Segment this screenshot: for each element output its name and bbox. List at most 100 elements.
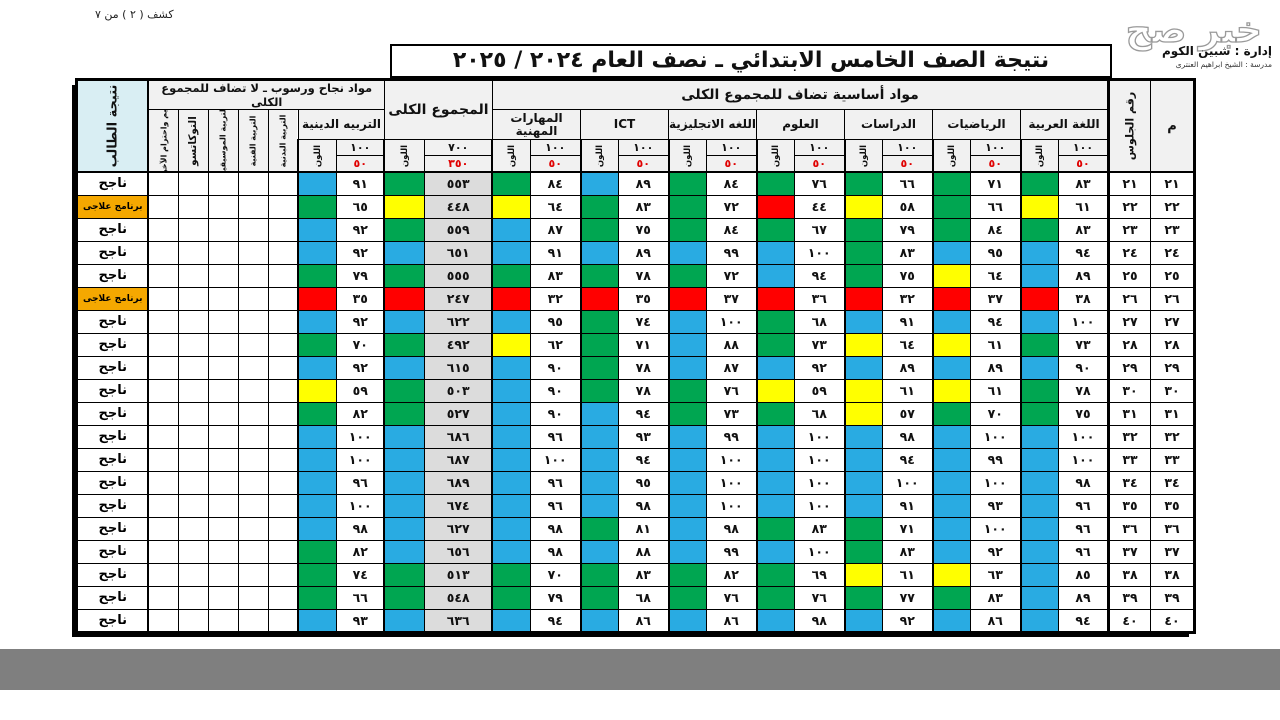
score-color-cell: [755, 263, 795, 288]
score-cell: ١٠٠: [882, 470, 933, 495]
score-color-cell: [755, 332, 795, 357]
score-cell: ٨١: [618, 516, 669, 541]
serial-cell: ٣٧: [1150, 539, 1195, 564]
score-color-cell: [579, 217, 619, 242]
score-cell: ٧٤: [618, 309, 669, 334]
score-cell: ٩٤: [618, 447, 669, 472]
score-cell: ٨٣: [618, 562, 669, 587]
activity-cell: [177, 309, 209, 334]
activity-cell: [237, 539, 269, 564]
score-color-cell: [1019, 309, 1059, 334]
religion-color-cell: [297, 263, 337, 288]
sheet-number-label: كشف ( ٢ ) من ٧: [95, 8, 174, 21]
table-row: ٣٨ ٣٨ ٨٥ ٦٣ ٦١ ٦٩ ٨٢ ٨٣ ٧٠ ٥١٣ ٧٤ ناجح: [75, 562, 1195, 587]
score-cell: ٨٨: [618, 539, 669, 564]
score-cell: ٧٦: [794, 171, 845, 196]
activity-cell: [147, 493, 179, 518]
religion-color-cell: [297, 447, 337, 472]
religion-score-cell: ٥٩: [335, 378, 385, 403]
score-cell: ٣٢: [882, 286, 933, 311]
score-cell: ٨٧: [530, 217, 581, 242]
religion-color-label: اللون: [297, 139, 337, 173]
activity-cell: [267, 309, 299, 334]
score-color-cell: [843, 516, 883, 541]
score-color-cell: [931, 171, 971, 196]
score-color-cell: [843, 539, 883, 564]
score-color-cell: [843, 608, 883, 633]
serial-cell: ٣١: [1150, 401, 1195, 426]
table-row: ٢٢ ٢٢ ٦١ ٦٦ ٥٨ ٤٤ ٧٢ ٨٣ ٦٤ ٤٤٨ ٦٥ برنامج علاجى: [75, 194, 1195, 219]
subject-4-color-label: اللون: [667, 139, 707, 173]
subject-0-color-label: اللون: [1019, 139, 1059, 173]
score-cell: ٨٣: [882, 539, 933, 564]
activity-cell: [237, 286, 269, 311]
subject-6-maxmin: ١٠٠ ٥٠: [530, 139, 581, 173]
seat-number-cell: ٣٤: [1107, 470, 1151, 495]
student-result-cell: ناجح: [75, 447, 150, 472]
activity-cell: [237, 585, 269, 610]
total-color-cell: [383, 194, 425, 219]
score-cell: ٦٢: [530, 332, 581, 357]
subject-2-color-label: اللون: [843, 139, 883, 173]
serial-cell: ٣٢: [1150, 424, 1195, 449]
serial-cell: ٢٨: [1150, 332, 1195, 357]
activity-cell: [267, 608, 299, 633]
score-color-cell: [755, 286, 795, 311]
activity-cell: [237, 608, 269, 633]
seat-number-cell: ٣٣: [1107, 447, 1151, 472]
score-cell: ١٠٠: [530, 447, 581, 472]
religion-color-cell: [297, 217, 337, 242]
score-color-cell: [931, 562, 971, 587]
header-subject-values-label: القيم واحترام الآخرين: [159, 109, 169, 172]
score-color-cell: [843, 493, 883, 518]
bottom-gray-bar: [0, 649, 1280, 690]
student-result-cell: ناجح: [75, 171, 150, 196]
religion-color-cell: [297, 493, 337, 518]
total-score-cell: ٦٥١: [423, 240, 493, 265]
total-score-cell: ٦٣٦: [423, 608, 493, 633]
score-color-cell: [579, 539, 619, 564]
student-result-cell: ناجح: [75, 562, 150, 587]
score-color-cell: [1019, 562, 1059, 587]
score-color-cell: [1019, 286, 1059, 311]
score-cell: ٩٤: [1058, 240, 1109, 265]
score-color-cell: [491, 217, 532, 242]
activity-cell: [147, 562, 179, 587]
activity-cell: [237, 401, 269, 426]
score-color-cell: [1019, 378, 1059, 403]
religion-color-cell: [297, 470, 337, 495]
activity-cell: [237, 424, 269, 449]
seat-number-cell: ٢٢: [1107, 194, 1151, 219]
total-color-cell: [383, 263, 425, 288]
total-color-cell: [383, 539, 425, 564]
score-color-cell: [755, 240, 795, 265]
activity-cell: [177, 355, 209, 380]
activity-cell: [207, 263, 239, 288]
activity-cell: [147, 378, 179, 403]
score-cell: ١٠٠: [794, 240, 845, 265]
score-cell: ٨٤: [970, 217, 1021, 242]
activity-cell: [267, 332, 299, 357]
table-row: ٢٩ ٢٩ ٩٠ ٨٩ ٨٩ ٩٢ ٨٧ ٧٨ ٩٠ ٦١٥ ٩٢ ناجح: [75, 355, 1195, 380]
score-color-cell: [667, 585, 707, 610]
score-cell: ٨٩: [1058, 263, 1109, 288]
religion-color-cell: [297, 171, 337, 196]
activity-cell: [207, 194, 239, 219]
score-color-cell: [579, 562, 619, 587]
religion-score-cell: ١٠٠: [335, 424, 385, 449]
score-color-cell: [1019, 263, 1059, 288]
score-color-cell: [491, 378, 532, 403]
activity-cell: [147, 447, 179, 472]
header-subject-arabic: اللغة العربية: [1020, 109, 1109, 140]
activity-cell: [177, 447, 209, 472]
score-cell: ٨٣: [1058, 217, 1109, 242]
score-cell: ٩٦: [1058, 539, 1109, 564]
color-label-text: اللون: [594, 144, 605, 167]
score-cell: ٨٣: [882, 240, 933, 265]
results-table-wrap: م رقم الجلوس مواد أساسية تضاف للمجموع ال…: [74, 78, 1196, 634]
activity-cell: [177, 171, 209, 196]
score-cell: ٩٣: [970, 493, 1021, 518]
religion-color-cell: [297, 309, 337, 334]
score-cell: ٩١: [882, 493, 933, 518]
